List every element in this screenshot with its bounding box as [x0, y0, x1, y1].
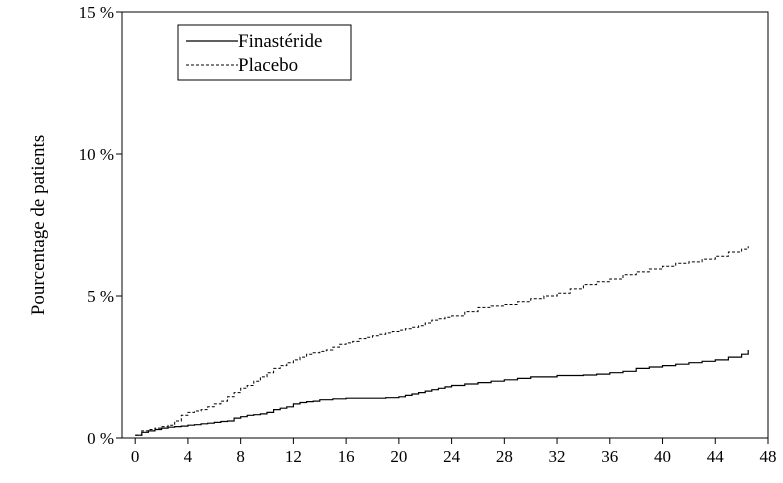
series-line-finasteride — [135, 350, 749, 436]
y-axis-ticks: 0 % 5 % 10 % 15 % — [79, 3, 122, 448]
legend-label-finasteride: Finastéride — [238, 31, 322, 52]
legend-box — [177, 24, 352, 81]
x-tick-label: 32 — [549, 447, 566, 466]
x-tick-label: 4 — [184, 447, 193, 466]
x-tick-label: 24 — [443, 447, 461, 466]
y-tick-label: 15 % — [79, 3, 114, 22]
x-tick-label: 36 — [601, 447, 618, 466]
x-tick-label: 28 — [496, 447, 513, 466]
series-line-placebo — [135, 246, 749, 436]
plot-area — [121, 11, 769, 439]
series-layer — [135, 246, 749, 436]
legend-label-placebo: Placebo — [238, 55, 298, 76]
x-tick-label: 12 — [285, 447, 302, 466]
x-tick-label: 0 — [131, 447, 140, 466]
x-tick-label: 8 — [236, 447, 245, 466]
x-tick-label: 20 — [390, 447, 407, 466]
y-tick-label: 10 % — [79, 145, 114, 164]
x-tick-label: 16 — [338, 447, 355, 466]
x-axis-ticks: 0 4 8 12 16 20 24 28 32 36 40 44 48 — [131, 438, 777, 466]
y-tick-label: 5 % — [87, 287, 114, 306]
legend: Finastéride Placebo — [177, 24, 352, 81]
y-axis-title: Pourcentage de patients — [28, 135, 49, 315]
x-tick-label: 48 — [760, 447, 777, 466]
y-tick-label: 0 % — [87, 429, 114, 448]
x-tick-label: 40 — [654, 447, 671, 466]
x-tick-label: 44 — [707, 447, 725, 466]
